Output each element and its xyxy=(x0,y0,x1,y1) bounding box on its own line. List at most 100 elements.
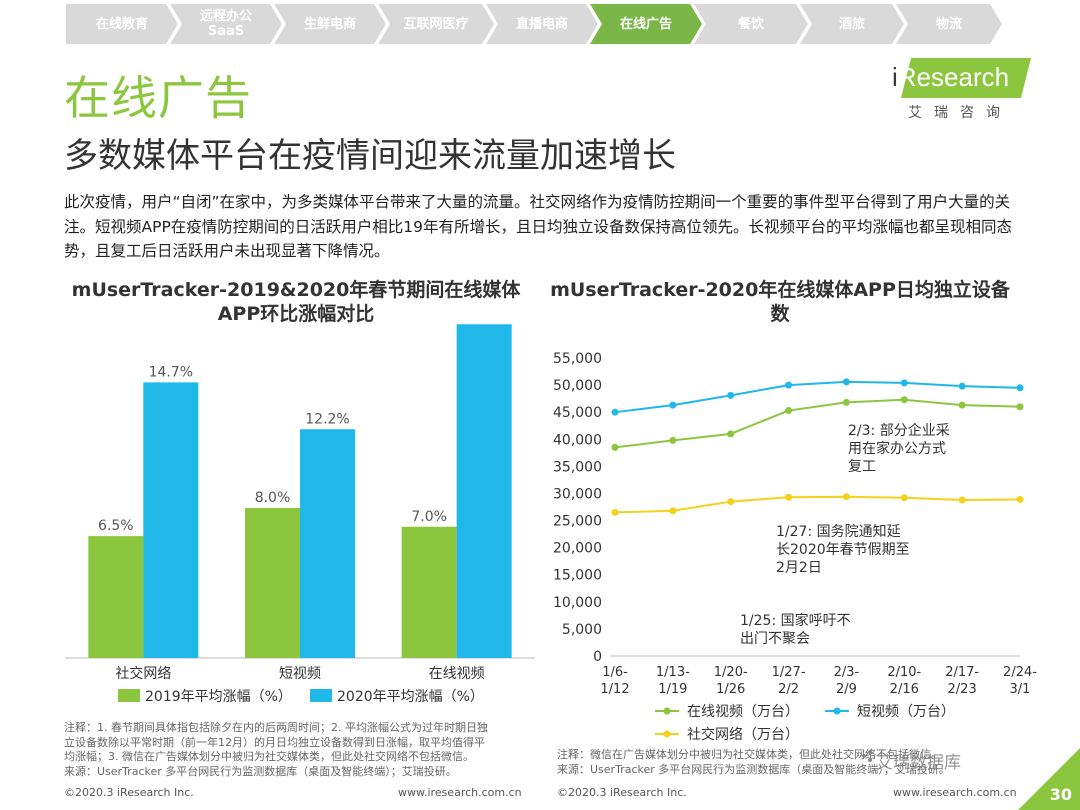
line-point xyxy=(611,408,619,416)
nav-tab-1[interactable]: 远程办公 SaaS xyxy=(170,4,282,44)
line-x-tick: 2/17-2/23 xyxy=(945,665,979,697)
line-x-tick: 1/6-1/12 xyxy=(600,665,629,697)
bar-value-label: 8.0% xyxy=(255,490,291,506)
line-point xyxy=(900,379,908,387)
line-point xyxy=(958,496,966,504)
category-nav: 在线教育 远程办公 SaaS 生鲜电商 互联网医疗 直播电商 在线广告 餐饮 酒旅 物流 xyxy=(66,4,1002,44)
footer-copyright-right: ©2020.3 iResearch Inc. xyxy=(557,786,687,799)
bar-1-1 xyxy=(300,429,355,658)
bar-legend-label: 2019年平均涨幅（%） xyxy=(145,689,292,705)
notes-left-line: 注释：1. 春节期间具体指包括除夕在内的后两周时间；2. 平均涨幅公式为过年时期… xyxy=(64,721,488,734)
line-y-tick: 0 xyxy=(593,649,602,665)
nav-tab-3[interactable]: 互联网医疗 xyxy=(378,4,494,44)
iresearch-logo: iResearch 艾瑞咨询 xyxy=(892,58,1032,122)
line-point xyxy=(900,396,908,404)
bar-0-1 xyxy=(143,382,199,658)
line-point xyxy=(669,401,677,409)
line-point xyxy=(958,401,966,409)
line-legend-marker xyxy=(833,707,841,715)
line-point xyxy=(727,391,735,399)
line-annotation-0: 2/3: 部分企业采用在家办公方式复工 xyxy=(848,422,950,475)
line-y-tick: 35,000 xyxy=(553,459,602,475)
bar-value-label: 7.0% xyxy=(411,509,447,525)
footer-copyright-left: ©2020.3 iResearch Inc. xyxy=(64,786,194,799)
line-chart: 55,000 50,000 45,000 40,000 35,000 30,000 25,0… xyxy=(553,351,1037,743)
bar-category-label: 短视频 xyxy=(279,666,321,682)
nav-tab-4[interactable]: 直播电商 xyxy=(486,4,598,44)
line-point xyxy=(611,508,619,516)
bar-value-label: 6.5% xyxy=(98,518,134,534)
line-point xyxy=(842,378,850,386)
bar-value-label: 12.2% xyxy=(305,411,349,427)
line-y-tick: 30,000 xyxy=(553,486,602,502)
line-legend-label: 短视频（万台） xyxy=(857,704,955,720)
bar-category-label: 在线视频 xyxy=(429,666,485,682)
line-point xyxy=(727,430,735,438)
line-series-2 xyxy=(614,495,1021,514)
nav-tab-5[interactable]: 在线广告 xyxy=(590,4,702,44)
line-x-tick: 1/13-1/19 xyxy=(656,665,690,697)
bar-legend-swatch xyxy=(310,689,332,702)
page-number: 30 xyxy=(1049,785,1072,804)
line-point xyxy=(842,398,850,406)
footer-url-left[interactable]: www.iresearch.com.cn xyxy=(398,786,522,799)
line-point xyxy=(842,493,850,501)
nav-tab-7[interactable]: 酒旅 xyxy=(800,4,904,44)
description-paragraph: 此次疫情，用户“自闭”在家中，为多类媒体平台带来了大量的流量。社交网络作为疫情防… xyxy=(64,193,1013,260)
bar-value-label: 14.7% xyxy=(149,364,193,380)
line-y-tick: 20,000 xyxy=(553,541,602,557)
line-x-tick: 1/27-2/2 xyxy=(772,665,806,697)
line-point xyxy=(669,436,677,444)
line-annotation-2: 1/25: 国家呼吁不出门不聚会 xyxy=(740,612,851,647)
line-point xyxy=(958,382,966,390)
line-y-tick: 5,000 xyxy=(562,622,602,638)
bar-2-0 xyxy=(401,526,457,658)
bar-legend-label: 2020年平均涨幅（%） xyxy=(337,689,484,705)
line-series-1 xyxy=(614,380,1021,414)
line-point xyxy=(785,493,793,501)
line-point xyxy=(727,498,735,506)
logo-chinese-name: 艾瑞咨询 xyxy=(908,105,1012,121)
line-y-tick: 10,000 xyxy=(553,595,602,611)
bar-legend-swatch xyxy=(118,689,140,702)
notes-right-line: 来源：UserTracker 多平台网民行为监测数据库（桌面及智能终端）；艾瑞投… xyxy=(557,762,950,776)
line-x-tick: 2/10-2/16 xyxy=(887,665,921,697)
line-annotation-1: 1/27: 国务院通知延长2020年春节假期至 2月2日 xyxy=(776,523,910,576)
line-chart-title: mUserTracker-2020年在线媒体APP日均独立设备数 xyxy=(550,279,1010,325)
nav-tab-8[interactable]: 物流 xyxy=(896,4,1002,44)
line-y-tick: 45,000 xyxy=(553,405,602,421)
page-subtitle: 多数媒体平台在疫情间迎来流量加速增长 xyxy=(64,136,676,176)
watermark-dots-icon xyxy=(862,748,874,768)
bar-value-label: 17.8% xyxy=(462,320,506,322)
notes-left-line: 均涨幅；3. 微信在广告媒体划分中被归为社交媒体类，但此处社交网络不包括微信。 xyxy=(64,750,474,763)
bar-chart: 6.5% 14.7% 社交网络 8.0% 12.2% 短视频 7.0% 17.8% 在线视频 20… xyxy=(65,320,535,705)
line-y-tick: 55,000 xyxy=(553,351,602,367)
line-series-0 xyxy=(614,398,1021,449)
line-y-tick: 25,000 xyxy=(553,514,602,530)
bar-1-0 xyxy=(245,508,300,658)
line-legend-marker xyxy=(663,730,671,738)
line-point xyxy=(611,443,619,451)
line-x-tick: 2/24-3/1 xyxy=(1003,665,1037,697)
line-point xyxy=(900,494,908,502)
line-legend-label: 社交网络（万台） xyxy=(687,726,799,743)
notes-right-line: 注释：微信在广告媒体划分中被归为社交媒体类，但此处社交网络不包括微信。 xyxy=(557,748,942,761)
nav-tab-0[interactable]: 在线教育 xyxy=(66,4,178,44)
watermark-text: 艾瑞数据库 xyxy=(876,753,961,773)
line-point xyxy=(1016,495,1024,503)
line-point xyxy=(669,507,677,515)
line-point xyxy=(785,381,793,389)
bar-2-1 xyxy=(456,324,512,658)
line-x-tick: 1/20-1/26 xyxy=(714,665,748,697)
line-y-tick: 50,000 xyxy=(553,378,602,394)
footer-url-right[interactable]: www.iresearch.com.cn xyxy=(893,786,1017,799)
page-number-corner xyxy=(1018,748,1080,810)
nav-tab-6[interactable]: 餐饮 xyxy=(694,4,808,44)
nav-tab-2[interactable]: 生鲜电商 xyxy=(274,4,386,44)
line-legend-label: 在线视频（万台） xyxy=(687,704,799,720)
line-y-tick: 15,000 xyxy=(553,568,602,584)
notes-left-line: 来源：UserTracker 多平台网民行为监测数据库（桌面及智能终端）；艾瑞投… xyxy=(64,764,457,778)
line-point xyxy=(785,407,793,415)
bar-category-label: 社交网络 xyxy=(115,665,171,682)
bar-0-0 xyxy=(88,536,144,658)
